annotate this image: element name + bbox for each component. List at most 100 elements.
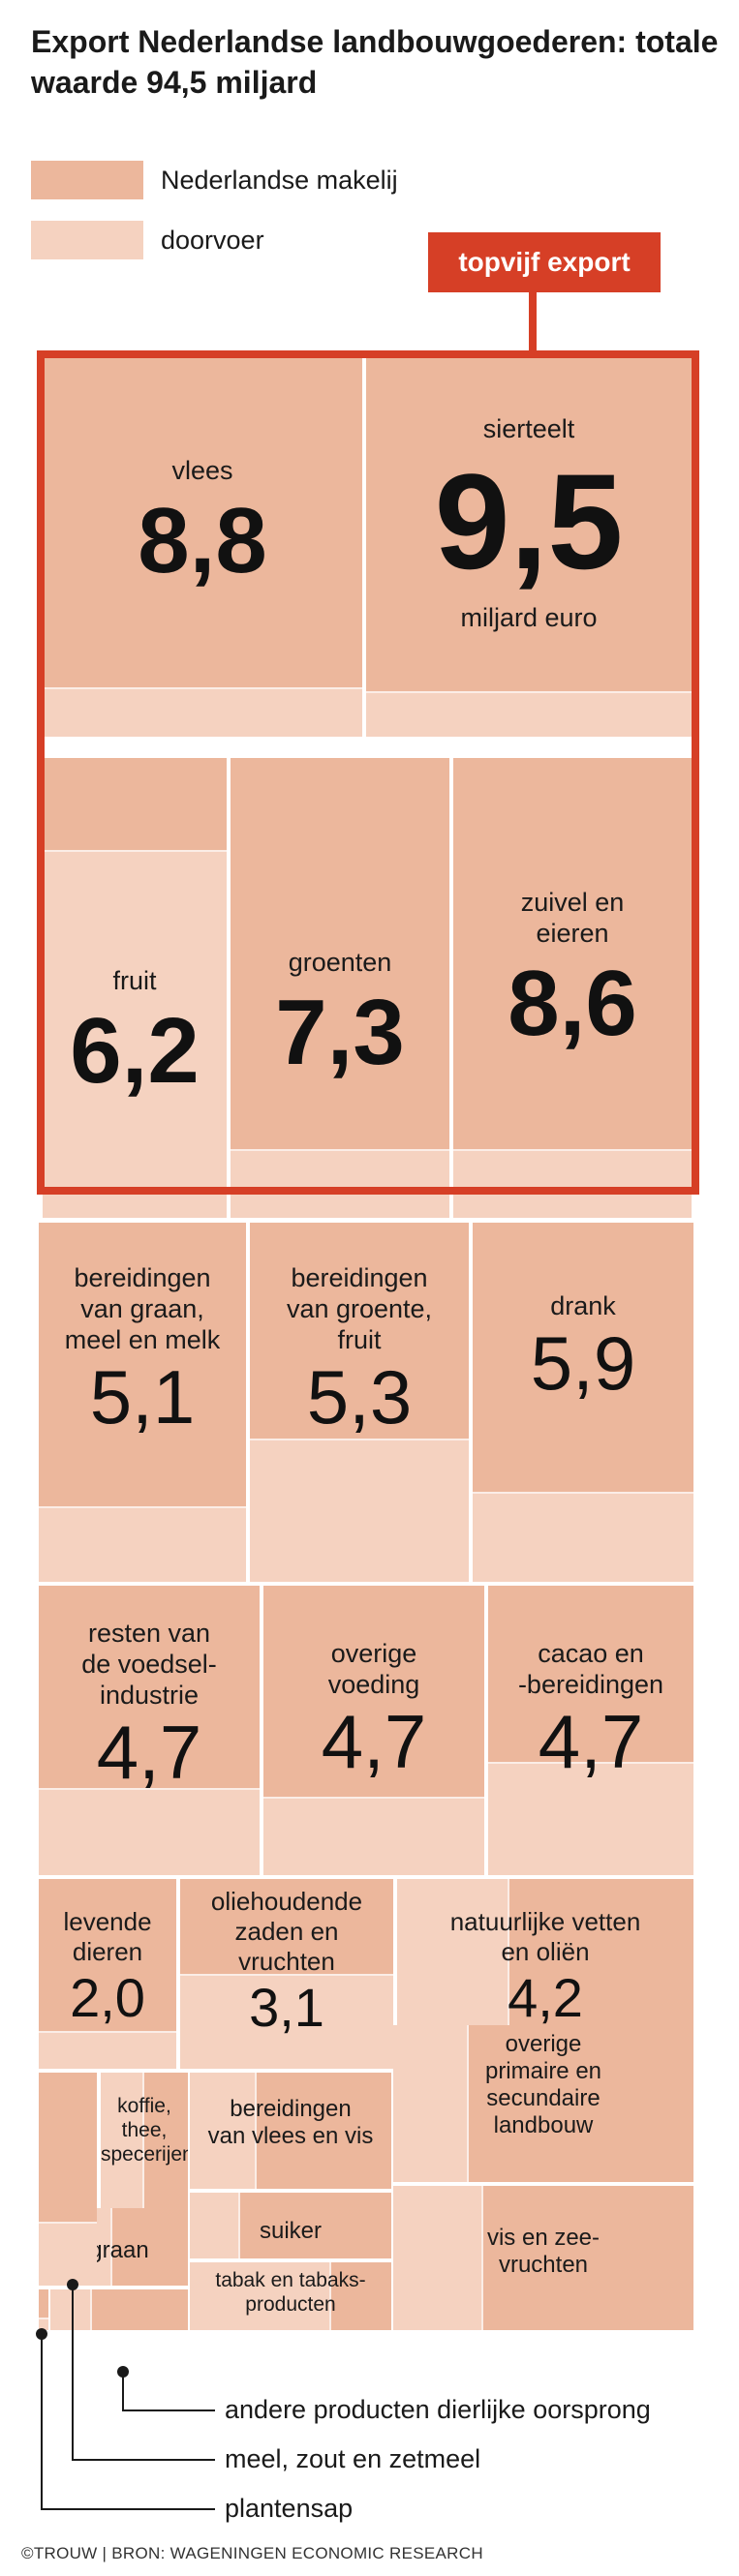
cell-text: vlees 8,8	[43, 455, 362, 590]
legend-swatch-dutch	[31, 161, 143, 199]
share-divider	[366, 690, 692, 693]
treemap-cell-vlees: vlees 8,8	[43, 356, 362, 737]
treemap-cell-overige-primaire-en-secundaire-landbouw: overige primaire en secundaire landbouw	[393, 2025, 693, 2182]
share-divider	[109, 2208, 112, 2286]
share-divider	[263, 1797, 484, 1800]
cell-name-sierteelt: sierteelt	[482, 413, 575, 443]
cell-text: graan	[50, 2237, 188, 2264]
share-divider	[238, 2193, 240, 2258]
cell-text: resten van de voedsel-industrie 4,7	[39, 1618, 260, 1792]
cell-text: cacao en -bereidingen 4,7	[488, 1638, 693, 1781]
label-meel-zout: meel, zout en zetmeel	[225, 2444, 481, 2473]
cell-value-sierteelt: 9,5	[434, 444, 624, 597]
unit-label: miljard euro	[460, 602, 598, 632]
treemap-cell-andere-producten-dierlijke-oorsprong	[50, 2289, 188, 2330]
cell-value-drank: 5,9	[530, 1320, 636, 1407]
cell-text: drank 5,9	[473, 1290, 693, 1403]
treemap-cell-sierteelt: sierteelt 9,5 miljard euro	[366, 356, 692, 737]
share-divider	[488, 1762, 693, 1765]
share-divider	[481, 2186, 483, 2330]
cell-text: bereidingen van graan, meel en melk 5,1	[39, 1262, 246, 1437]
cell-name-vis-en-zeevruchten: vis en zee-vruchten	[486, 2225, 600, 2279]
share-divider	[231, 1148, 449, 1151]
dutch-share-bar	[39, 2073, 97, 2222]
legend-item-transit: doorvoer	[31, 221, 264, 259]
cell-value-fruit: 6,2	[70, 998, 200, 1103]
treemap-cell-drank: drank 5,9	[473, 1223, 693, 1582]
cell-name-vlees: vlees	[171, 456, 233, 486]
legend-label-dutch: Nederlandse makelij	[161, 165, 398, 195]
treemap-cell-zuivel-en-eieren: zuivel en eieren 8,6	[453, 758, 692, 1218]
cell-value-levende-dieren: 2,0	[70, 1967, 145, 2029]
share-divider	[453, 1148, 692, 1151]
share-divider	[39, 2030, 176, 2033]
share-divider	[466, 2025, 469, 2182]
dutch-share-bar	[468, 2025, 693, 2182]
dutch-share-bar	[231, 758, 449, 1149]
cell-name-natuurlijke-vetten-en-oli-n: natuurlijke vetten en oliën	[449, 1907, 641, 1967]
dutch-share-bar	[240, 2193, 391, 2258]
cell-text: groenten 7,3	[231, 947, 449, 1081]
cell-value-bereidingen-van-groente-fruit: 5,3	[306, 1353, 413, 1440]
cell-name-fruit: fruit	[112, 965, 157, 995]
legend-swatch-transit	[31, 221, 143, 259]
dutch-share-bar	[256, 2073, 391, 2189]
cell-name-zuivel-en-eieren: zuivel en eieren	[520, 888, 625, 948]
dutch-share-bar	[473, 1223, 693, 1493]
legend-item-dutch: Nederlandse makelij	[31, 161, 398, 199]
share-divider	[473, 1492, 693, 1495]
cell-text: natuurlijke vetten en oliën 4,2	[397, 1907, 693, 2026]
source-credit: ©TROUW | BRON: WAGENINGEN ECONOMIC RESEA…	[21, 2544, 483, 2562]
cell-name-drank: drank	[550, 1291, 616, 1321]
treemap-cell-suiker: suiker	[190, 2193, 391, 2258]
cell-value-natuurlijke-vetten-en-oli-n: 4,2	[508, 1967, 583, 2029]
cell-name-bereidingen-van-vlees-en-vis: bereidingen van vlees en vis	[207, 2096, 374, 2149]
share-divider	[508, 1879, 510, 2069]
treemap-cell-overige-voeding: overige voeding 4,7	[263, 1586, 484, 1875]
cell-text: overige primaire en secundaire landbouw	[393, 2031, 693, 2139]
treemap-cell-bereidingen-van-groente-fruit: bereidingen van groente, fruit 5,3	[250, 1223, 469, 1582]
share-divider	[43, 686, 362, 689]
cell-name-levende-dieren: levende dieren	[63, 1907, 152, 1967]
dutch-share-bar	[39, 1586, 260, 1789]
dutch-share-bar	[453, 758, 692, 1149]
share-divider	[39, 1506, 246, 1509]
top5-badge: topvijf export	[428, 232, 661, 292]
cell-value-cacao-en-bereidingen: 4,7	[538, 1698, 644, 1784]
share-divider	[254, 2073, 257, 2189]
cell-text: tabak en tabaks-producten	[190, 2268, 391, 2317]
treemap-cell-cacao-en-bereidingen: cacao en -bereidingen 4,7	[488, 1586, 693, 1875]
share-divider	[89, 2289, 92, 2330]
dutch-share-bar	[488, 1586, 693, 1763]
cell-name-resten-van-de-voedsel-industrie: resten van de voedsel-industrie	[81, 1618, 217, 1710]
cell-value-vlees: 8,8	[138, 489, 267, 593]
cell-name-suiker: suiker	[259, 2217, 323, 2244]
treemap-cell-meel-zout-en-zetmeel	[39, 2073, 97, 2286]
cell-text: koffie, thee, specerijen	[101, 2094, 188, 2167]
share-divider	[180, 1974, 393, 1976]
share-divider	[39, 1788, 260, 1791]
dutch-share-bar	[250, 1223, 469, 1439]
share-divider	[43, 850, 227, 852]
legend-label-transit: doorvoer	[161, 225, 264, 255]
dutch-share-bar	[43, 758, 227, 850]
cell-text: bereidingen van vlees en vis	[190, 2096, 391, 2150]
cell-value-groenten: 7,3	[275, 980, 405, 1084]
share-divider	[250, 1438, 469, 1440]
cell-name-graan: graan	[89, 2237, 149, 2264]
dutch-share-bar	[144, 2073, 188, 2208]
dutch-share-bar	[111, 2208, 188, 2286]
cell-text: suiker	[190, 2218, 391, 2245]
cell-text: overige voeding 4,7	[263, 1638, 484, 1781]
share-divider	[39, 2222, 97, 2224]
cell-value-resten-van-de-voedsel-industrie: 4,7	[96, 1709, 202, 1795]
dutch-share-bar	[39, 2289, 48, 2318]
dutch-share-bar	[483, 2186, 693, 2330]
treemap-cell-levende-dieren: levende dieren 2,0	[39, 1879, 176, 2069]
treemap-cell-bereidingen-van-graan-meel-en-melk: bereidingen van graan, meel en melk 5,1	[39, 1223, 246, 1582]
cell-value-oliehoudende-zaden-en-vruchten: 3,1	[249, 1976, 324, 2038]
treemap-cell-fruit: fruit 6,2	[43, 758, 227, 1218]
cell-value-zuivel-en-eieren: 8,6	[508, 952, 637, 1055]
treemap-cell-resten-van-de-voedsel-industrie: resten van de voedsel-industrie 4,7	[39, 1586, 260, 1875]
treemap-cell-plantensap	[39, 2289, 48, 2330]
